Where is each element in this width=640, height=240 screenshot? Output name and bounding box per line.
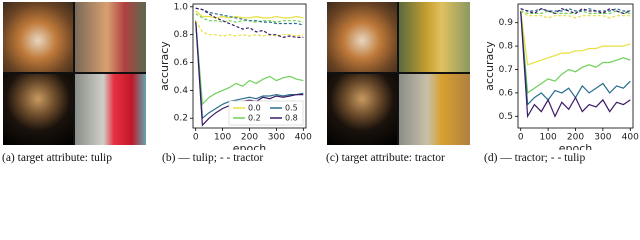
x-tick-label: 400 (295, 133, 312, 143)
charts: 0.2 0.4 0.6 0.8 1.0 0 100 200 300 400 epoch accurac… (158, 2, 639, 150)
legend-label: 0.5 (285, 104, 298, 113)
plot-frame (192, 3, 307, 129)
x-tick-label: 200 (567, 133, 584, 143)
y-tick-label: 0.6 (499, 88, 514, 98)
legend-label: 0.0 (248, 104, 261, 113)
series-line (520, 8, 631, 12)
y-tick-label: 0.8 (174, 30, 189, 40)
series-line (520, 8, 631, 15)
y-axis-label: accuracy (483, 41, 496, 91)
y-tick-label: 0.8 (499, 42, 514, 52)
series-line (520, 10, 631, 66)
x-axis-label: epoch (233, 142, 267, 150)
image-grid (3, 2, 146, 145)
x-tick-label: 100 (540, 133, 557, 143)
x-tick-label: 200 (241, 133, 258, 143)
y-tick-label: 0.2 (174, 114, 188, 124)
image (75, 2, 146, 72)
series-line (520, 10, 631, 119)
image (399, 2, 470, 72)
x-tick-label: 300 (268, 133, 285, 143)
series-line (195, 10, 304, 19)
series-line (520, 10, 631, 94)
x-axis-label: epoch (559, 142, 593, 150)
image (327, 74, 397, 145)
x-tick-label: 0 (518, 133, 524, 143)
image (75, 74, 146, 145)
x-tick-label: 400 (622, 133, 639, 143)
caption: (c) target attribute: trac­tor (326, 152, 445, 164)
caption: (d) — tractor; - - tulip (484, 152, 586, 164)
plot-frame (517, 3, 634, 129)
y-tick-label: 0.5 (499, 112, 513, 122)
series-line (195, 20, 304, 106)
figure: 0.2 0.4 0.6 0.8 1.0 0 100 200 300 400 epoch accurac… (2, 2, 639, 164)
image (3, 74, 73, 145)
y-tick-label: 0.9 (499, 18, 514, 28)
image-grid (327, 2, 470, 145)
series-line (195, 20, 304, 120)
series-line (520, 10, 631, 19)
y-tick-label: 1.0 (174, 2, 189, 12)
image (327, 2, 397, 72)
y-tick-label: 0.7 (499, 65, 513, 75)
legend-label: 0.8 (285, 114, 298, 123)
caption: (b) — tulip; - - tractor (162, 152, 264, 164)
legend-label: 0.2 (248, 114, 261, 123)
image (399, 74, 470, 145)
series-line (520, 10, 631, 106)
x-tick-label: 100 (214, 133, 231, 143)
caption: (a) target attribute: tulip (2, 152, 112, 164)
y-axis-label: accuracy (158, 41, 171, 91)
x-tick-label: 300 (594, 133, 611, 143)
y-tick-label: 0.4 (174, 86, 189, 96)
y-tick-label: 0.6 (174, 58, 189, 68)
x-tick-label: 0 (193, 133, 199, 143)
series-line (195, 7, 304, 26)
series-line (195, 20, 304, 127)
series-line (195, 7, 304, 39)
legend-box (228, 100, 304, 126)
image (3, 2, 73, 72)
series-line (195, 20, 304, 37)
